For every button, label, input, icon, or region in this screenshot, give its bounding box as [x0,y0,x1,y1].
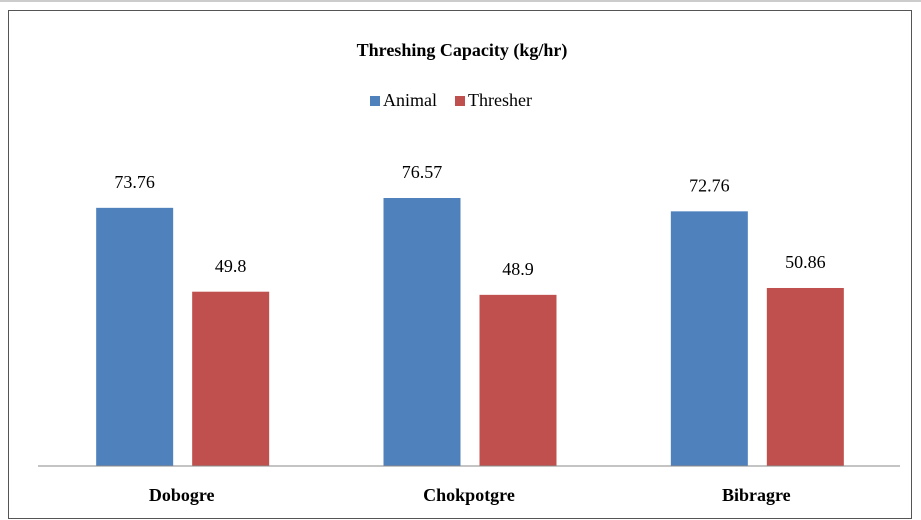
data-label: 50.86 [785,252,826,272]
legend-swatch [370,96,380,106]
bar [766,287,844,466]
data-label: 49.8 [215,256,247,276]
data-label: 48.9 [502,259,534,279]
x-tick-label: Dobogre [149,485,215,505]
data-label: 73.76 [114,172,155,192]
chart-title: Threshing Capacity (kg/hr) [357,40,568,61]
data-label: 72.76 [689,175,730,195]
bar [670,211,748,466]
legend-swatch [455,96,465,106]
x-tick-label: Chokpotgre [423,485,515,505]
data-label: 76.57 [402,162,443,182]
bar [96,207,174,466]
bar [479,294,557,466]
legend-label: Animal [383,90,437,110]
bar [383,198,461,466]
x-tick-label: Bibragre [722,485,791,505]
legend-label: Thresher [468,90,532,110]
bar [192,291,270,466]
